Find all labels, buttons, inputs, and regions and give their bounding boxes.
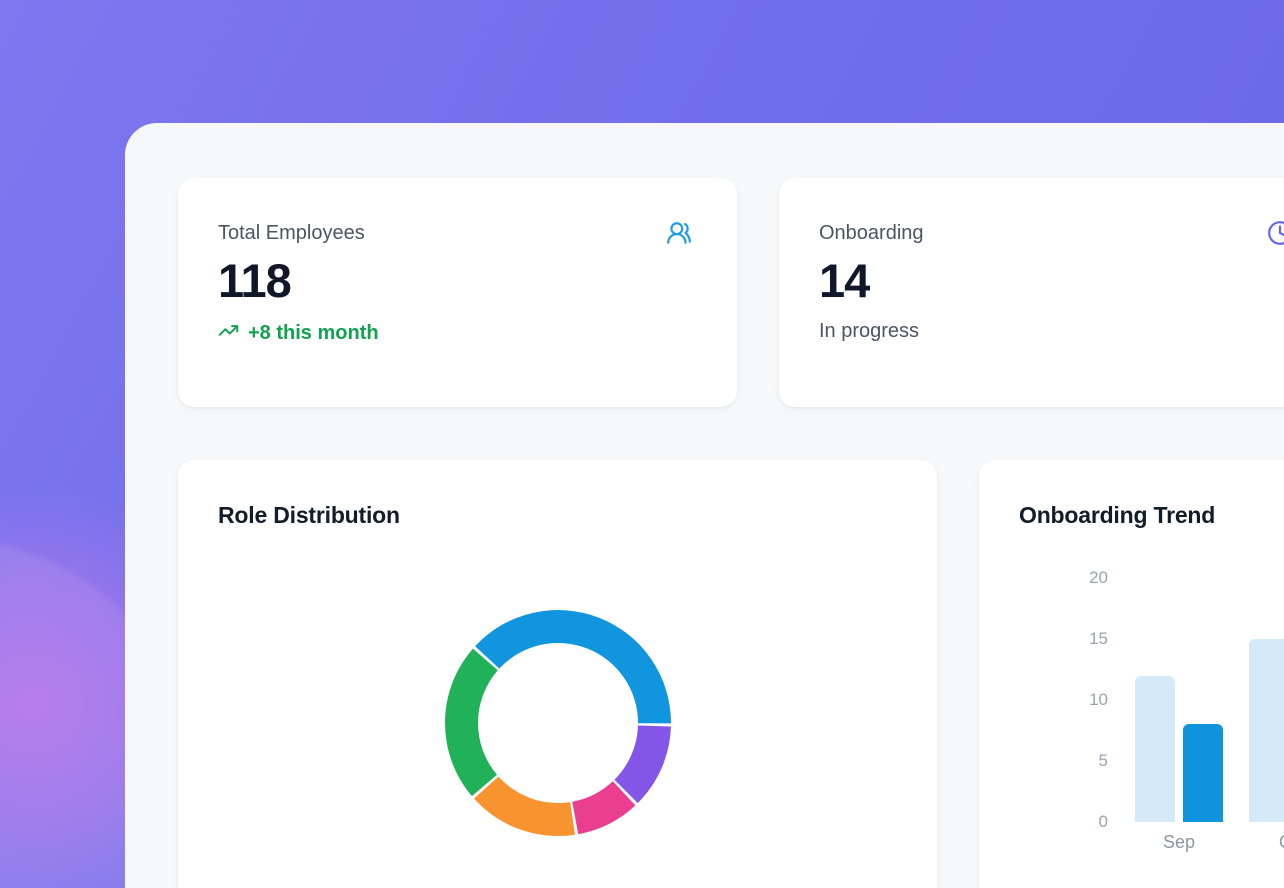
x-axis-category-label: Oct	[1253, 832, 1284, 853]
donut-segment-blue	[475, 610, 671, 724]
stat-value: 14	[819, 254, 870, 307]
donut-segment-pink	[572, 781, 636, 835]
bar-series-dark-sep	[1183, 724, 1223, 822]
stat-card-body: Onboarding 14 In progress	[779, 178, 1284, 343]
stat-card-total-employees: Total Employees 118 +8 this month	[178, 178, 737, 407]
donut-segment-purple	[614, 725, 671, 804]
stat-subtext-label: In progress	[819, 320, 920, 343]
x-axis-category-label: Sep	[1162, 832, 1196, 852]
chart-title: Onboarding Trend	[1019, 502, 1216, 528]
y-axis-tick-label: 20	[1089, 568, 1108, 587]
role-distribution-card: Role Distribution	[178, 460, 937, 888]
y-axis-tick-label: 15	[1089, 629, 1108, 648]
stat-card-onboarding: Onboarding 14 In progress	[779, 178, 1284, 407]
onboarding-trend-card: Onboarding Trend 0 5 10 15 20 Sep Oct	[979, 460, 1284, 888]
donut-segment-orange	[473, 776, 576, 836]
stat-subtext: In progress	[819, 320, 1284, 343]
clock-icon	[1267, 220, 1284, 246]
stat-subtext-label: +8 this month	[248, 322, 379, 345]
stat-label: Total Employees	[218, 222, 365, 244]
stat-card-header: Total Employees	[218, 222, 692, 246]
donut-segment-green	[445, 648, 498, 797]
stat-value: 118	[218, 254, 292, 307]
stat-label: Onboarding	[819, 222, 924, 244]
trending-up-icon	[218, 320, 239, 347]
stat-subtext: +8 this month	[218, 320, 692, 347]
role-distribution-donut-chart	[438, 603, 678, 843]
users-icon	[666, 220, 692, 246]
chart-title: Role Distribution	[218, 502, 400, 528]
stat-card-header: Onboarding	[819, 220, 1284, 246]
stat-card-body: Total Employees 118 +8 this month	[178, 178, 737, 347]
bar-series-light-oct	[1249, 639, 1284, 822]
y-axis-tick-label: 0	[1098, 812, 1108, 831]
y-axis-tick-label: 5	[1098, 751, 1108, 770]
y-axis-tick-label: 10	[1089, 690, 1108, 709]
onboarding-trend-bar-chart: 0 5 10 15 20 Sep Oct	[979, 460, 1284, 888]
bar-series-light-sep	[1135, 675, 1175, 822]
